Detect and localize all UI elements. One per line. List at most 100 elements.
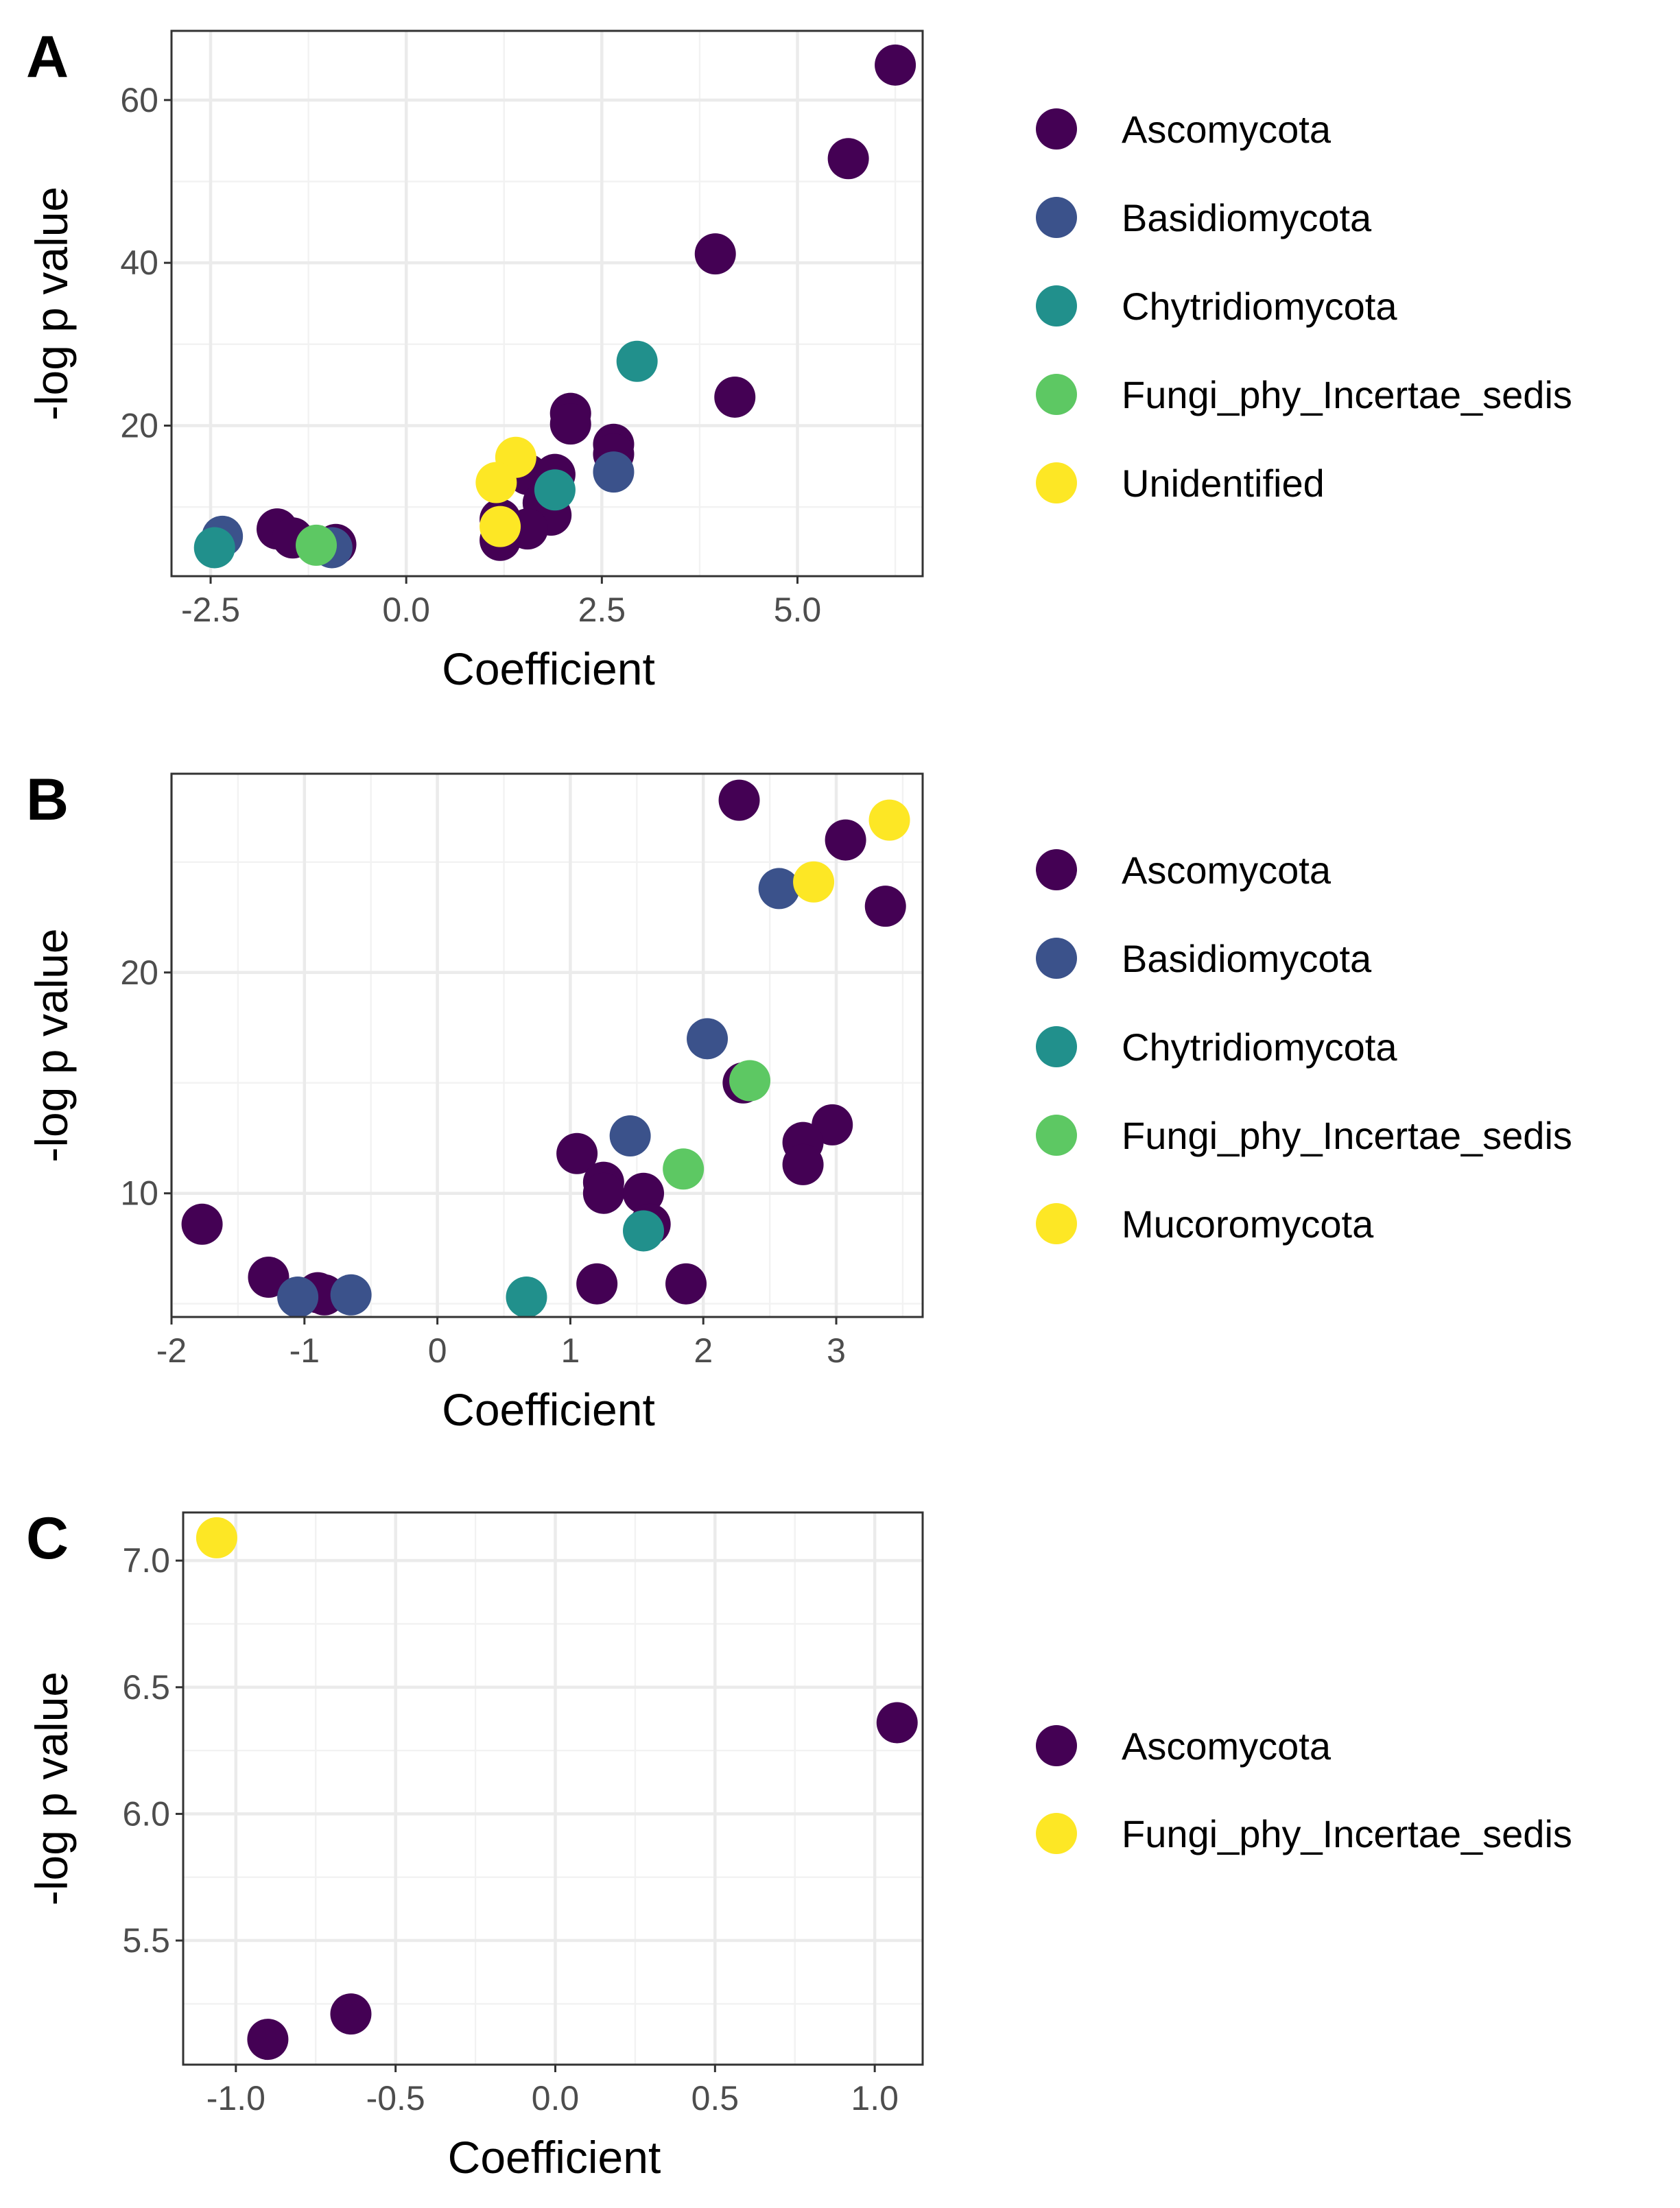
- data-point: [623, 1210, 665, 1252]
- legend-b: Ascomycota Basidiomycota Chytridiomycota Fu…: [1036, 848, 1572, 1246]
- x-tick-label: 0: [428, 1331, 447, 1370]
- data-point: [663, 1148, 705, 1190]
- x-axis-title: Coefficient: [448, 2132, 661, 2183]
- legend-key: [1036, 1203, 1077, 1244]
- data-point: [876, 1702, 918, 1744]
- data-point: [827, 138, 869, 180]
- y-axis-title: -log p value: [26, 1672, 77, 1906]
- legend-label: Mucoromycota: [1122, 1202, 1374, 1246]
- x-tick-label: -1: [289, 1331, 320, 1370]
- legend-key: [1036, 1026, 1077, 1067]
- legend-key: [1036, 849, 1077, 890]
- x-tick-label: -0.5: [366, 2079, 425, 2117]
- data-point: [718, 779, 760, 821]
- legend-label: Fungi_phy_Incertae_sedis: [1122, 1812, 1572, 1855]
- legend-label: Basidiomycota: [1122, 196, 1372, 239]
- data-point: [782, 1143, 824, 1185]
- legend-key: [1036, 197, 1077, 238]
- plot-a: -2.5 0.0 2.5 5.0 20 40 60 Coefficient -log p val…: [26, 29, 924, 694]
- data-point: [475, 462, 517, 503]
- x-tick-label: 3: [827, 1331, 846, 1370]
- legend-a: Ascomycota Basidiomycota Chytridiomycota Fu…: [1036, 108, 1572, 505]
- panel-letter-c: C: [26, 1506, 69, 1571]
- data-point: [582, 1172, 624, 1214]
- y-tick-label: 7.0: [122, 1541, 170, 1580]
- legend-key: [1036, 108, 1077, 150]
- legend-label: Basidiomycota: [1122, 937, 1372, 980]
- plot-b: -2 -1 0 1 2 3 10 20 Coefficient -log p value: [26, 772, 924, 1435]
- plot-background: [183, 1512, 923, 2065]
- data-point: [875, 44, 916, 86]
- y-tick-label: 5.5: [122, 1921, 170, 1960]
- data-point: [623, 1172, 665, 1214]
- y-tick-label: 60: [120, 81, 158, 119]
- data-point: [793, 861, 835, 903]
- data-point: [556, 1132, 598, 1174]
- panel-c: C -1.0 -0.5 0.0 0.5 1.0 5.5 6.0 6.5 7.0 Coefficie…: [26, 1506, 1572, 2183]
- legend-key: [1036, 285, 1077, 327]
- data-point: [616, 340, 658, 382]
- legend-label: Chytridiomycota: [1122, 285, 1397, 328]
- data-point: [247, 2019, 289, 2061]
- legend-key: [1036, 1725, 1077, 1766]
- panel-a: A -2.5 0.0 2.5 5.0 20 40 60 Coefficient -log p v…: [26, 24, 1572, 694]
- data-point: [687, 1018, 729, 1060]
- panel-letter-b: B: [26, 767, 69, 833]
- y-tick-label: 6.0: [122, 1794, 170, 1833]
- legend-label: Unidentified: [1122, 462, 1325, 505]
- data-point: [729, 1060, 771, 1102]
- data-point: [758, 868, 800, 910]
- data-point: [868, 799, 910, 841]
- y-tick-label: 6.5: [122, 1668, 170, 1707]
- data-point: [480, 506, 521, 547]
- legend-key: [1036, 462, 1077, 503]
- legend-key: [1036, 1813, 1077, 1854]
- data-point: [665, 1263, 707, 1305]
- data-point: [534, 469, 576, 511]
- x-tick-label: 1: [561, 1331, 580, 1370]
- data-point: [694, 233, 736, 275]
- data-point: [196, 1517, 237, 1558]
- panel-b: B -2 -1 0 1 2 3 10 20 Coefficient -log p value As…: [26, 767, 1572, 1435]
- x-tick-label: -2.5: [181, 591, 240, 629]
- x-tick-label: 2.5: [578, 591, 626, 629]
- y-tick-label: 10: [120, 1174, 158, 1213]
- x-tick-label: 0.0: [382, 591, 430, 629]
- panel-letter-a: A: [26, 24, 69, 90]
- x-tick-label: 0.0: [532, 2079, 580, 2117]
- data-point: [576, 1263, 618, 1305]
- data-point: [296, 524, 338, 566]
- legend-label: Ascomycota: [1122, 1724, 1332, 1768]
- data-point: [714, 376, 756, 418]
- plot-background: [171, 774, 923, 1317]
- plot-c: -1.0 -0.5 0.0 0.5 1.0 5.5 6.0 6.5 7.0 Coefficient…: [26, 1511, 924, 2183]
- plot-border: [170, 29, 924, 578]
- x-axis-title: Coefficient: [442, 643, 655, 694]
- legend-key: [1036, 938, 1077, 979]
- data-point: [181, 1203, 223, 1245]
- data-point: [609, 1115, 651, 1156]
- y-tick-label: 20: [120, 406, 158, 444]
- x-tick-label: 0.5: [691, 2079, 740, 2117]
- legend-label: Chytridiomycota: [1122, 1025, 1397, 1069]
- plot-border: [170, 772, 924, 1318]
- data-point: [277, 1277, 319, 1318]
- x-tick-label: -1.0: [206, 2079, 265, 2117]
- legend-label: Ascomycota: [1122, 108, 1332, 151]
- legend-label: Ascomycota: [1122, 848, 1332, 892]
- x-tick-label: 2: [694, 1331, 713, 1370]
- y-axis-title: -log p value: [26, 928, 77, 1162]
- data-point: [549, 403, 591, 445]
- data-point: [330, 1274, 372, 1316]
- legend-key: [1036, 374, 1077, 415]
- data-point: [593, 451, 635, 493]
- legend-key: [1036, 1115, 1077, 1156]
- x-tick-label: 5.0: [774, 591, 822, 629]
- data-point: [864, 886, 906, 927]
- x-tick-label: -2: [156, 1331, 187, 1370]
- legend-label: Fungi_phy_Incertae_sedis: [1122, 1114, 1572, 1157]
- data-point: [506, 1277, 547, 1318]
- y-tick-label: 20: [120, 953, 158, 992]
- data-point: [330, 1993, 372, 2035]
